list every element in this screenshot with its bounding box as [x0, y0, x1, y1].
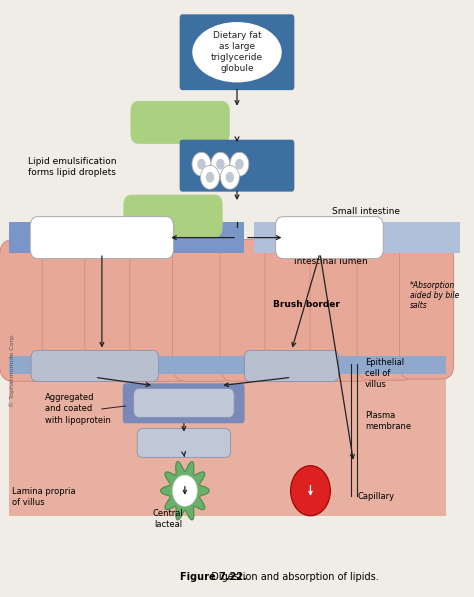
FancyBboxPatch shape	[245, 350, 338, 381]
FancyBboxPatch shape	[400, 242, 454, 379]
FancyBboxPatch shape	[265, 239, 328, 381]
Text: Brush border: Brush border	[273, 300, 339, 309]
FancyBboxPatch shape	[85, 239, 147, 381]
FancyBboxPatch shape	[357, 241, 416, 380]
Circle shape	[226, 172, 234, 183]
Circle shape	[201, 165, 219, 189]
FancyBboxPatch shape	[42, 239, 105, 381]
Text: Figure 7.22.: Figure 7.22.	[180, 572, 247, 582]
FancyBboxPatch shape	[123, 383, 245, 423]
Circle shape	[220, 165, 239, 189]
Bar	[9, 364, 446, 516]
Text: Dietary fat
as large
triglyceride
globule: Dietary fat as large triglyceride globul…	[211, 31, 263, 73]
Text: Aggregated
and coated
with lipoprotein: Aggregated and coated with lipoprotein	[45, 393, 111, 424]
FancyBboxPatch shape	[357, 241, 416, 380]
FancyBboxPatch shape	[400, 242, 454, 379]
FancyBboxPatch shape	[173, 239, 235, 381]
FancyBboxPatch shape	[130, 239, 192, 381]
FancyBboxPatch shape	[310, 239, 373, 381]
FancyBboxPatch shape	[0, 239, 62, 381]
Text: Digestion and absorption of lipids.: Digestion and absorption of lipids.	[180, 572, 379, 582]
Circle shape	[206, 172, 214, 183]
Text: Lamina propria
of villus: Lamina propria of villus	[12, 487, 75, 507]
FancyBboxPatch shape	[265, 239, 328, 381]
Circle shape	[235, 159, 244, 170]
Bar	[254, 222, 460, 253]
Text: Central
lacteal: Central lacteal	[153, 509, 183, 529]
FancyBboxPatch shape	[30, 217, 173, 259]
Text: © Tophatmonode Corp.: © Tophatmonode Corp.	[9, 333, 15, 407]
FancyBboxPatch shape	[180, 14, 294, 90]
Bar	[9, 356, 446, 374]
Bar	[9, 222, 244, 253]
Text: Small intestine: Small intestine	[332, 207, 400, 217]
FancyBboxPatch shape	[134, 389, 234, 417]
Circle shape	[192, 152, 211, 176]
Text: Lipid emulsification
forms lipid droplets: Lipid emulsification forms lipid droplet…	[28, 157, 117, 177]
Circle shape	[173, 475, 197, 506]
FancyBboxPatch shape	[220, 239, 283, 381]
FancyBboxPatch shape	[85, 239, 147, 381]
FancyBboxPatch shape	[275, 217, 383, 259]
FancyBboxPatch shape	[31, 350, 158, 381]
Circle shape	[197, 159, 206, 170]
FancyBboxPatch shape	[310, 239, 373, 381]
FancyBboxPatch shape	[173, 239, 235, 381]
Circle shape	[216, 159, 225, 170]
Text: Capillary: Capillary	[358, 492, 395, 501]
FancyBboxPatch shape	[220, 239, 283, 381]
Circle shape	[211, 152, 230, 176]
FancyBboxPatch shape	[131, 101, 229, 143]
FancyBboxPatch shape	[42, 239, 105, 381]
FancyBboxPatch shape	[130, 239, 192, 381]
Circle shape	[230, 152, 249, 176]
Polygon shape	[161, 461, 209, 520]
FancyBboxPatch shape	[124, 195, 222, 237]
FancyBboxPatch shape	[180, 140, 294, 192]
Text: Epithelial
cell of
villus: Epithelial cell of villus	[365, 358, 404, 389]
Text: *Absorption
aided by bile
salts: *Absorption aided by bile salts	[410, 281, 459, 310]
FancyBboxPatch shape	[137, 429, 231, 457]
Ellipse shape	[192, 22, 282, 82]
FancyBboxPatch shape	[0, 239, 62, 381]
Bar	[9, 358, 446, 516]
Circle shape	[291, 466, 330, 516]
Text: Intestinal lumen: Intestinal lumen	[294, 257, 368, 266]
Text: Plasma
membrane: Plasma membrane	[365, 411, 411, 431]
